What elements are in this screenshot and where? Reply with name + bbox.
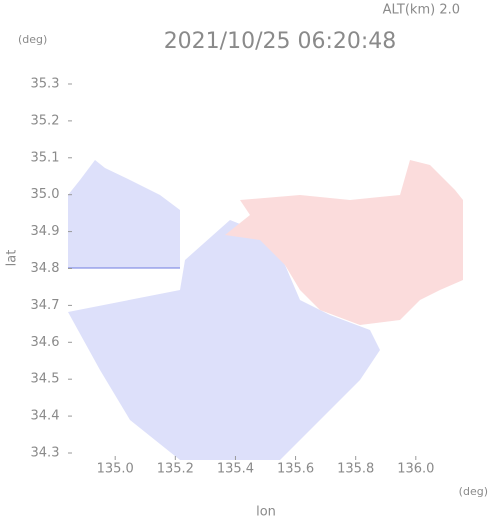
- x-unit: (deg): [459, 485, 488, 498]
- y-tick-label: 35.2: [31, 113, 60, 128]
- y-axis-label: lat: [5, 250, 20, 267]
- x-tick-label: 135.4: [217, 462, 254, 477]
- y-tick-label: 34.9: [31, 224, 60, 239]
- x-tick-label: 135.0: [97, 462, 134, 477]
- y-unit: (deg): [18, 33, 47, 46]
- y-tick-label: 34.3: [31, 445, 60, 460]
- y-tick-label: 34.8: [31, 261, 60, 276]
- altitude-label: ALT(km) 2.0: [383, 3, 460, 18]
- y-tick-label: 35.1: [31, 150, 60, 165]
- y-tick-label: 35.3: [31, 76, 60, 91]
- x-tick-label: 135.8: [337, 462, 374, 477]
- x-tick-label: 135.2: [157, 462, 194, 477]
- x-tick-label: 135.6: [277, 462, 314, 477]
- x-tick-label: 136.0: [397, 462, 434, 477]
- y-tick-label: 34.7: [31, 298, 60, 313]
- x-axis-label: lon: [256, 505, 276, 520]
- chart-title: 2021/10/25 06:20:48: [164, 29, 397, 54]
- radar-field: [68, 160, 463, 460]
- y-tick-label: 34.6: [31, 335, 60, 350]
- y-tick-label: 34.5: [31, 372, 60, 387]
- y-tick-label: 34.4: [31, 409, 60, 424]
- y-tick-label: 35.0: [31, 187, 60, 202]
